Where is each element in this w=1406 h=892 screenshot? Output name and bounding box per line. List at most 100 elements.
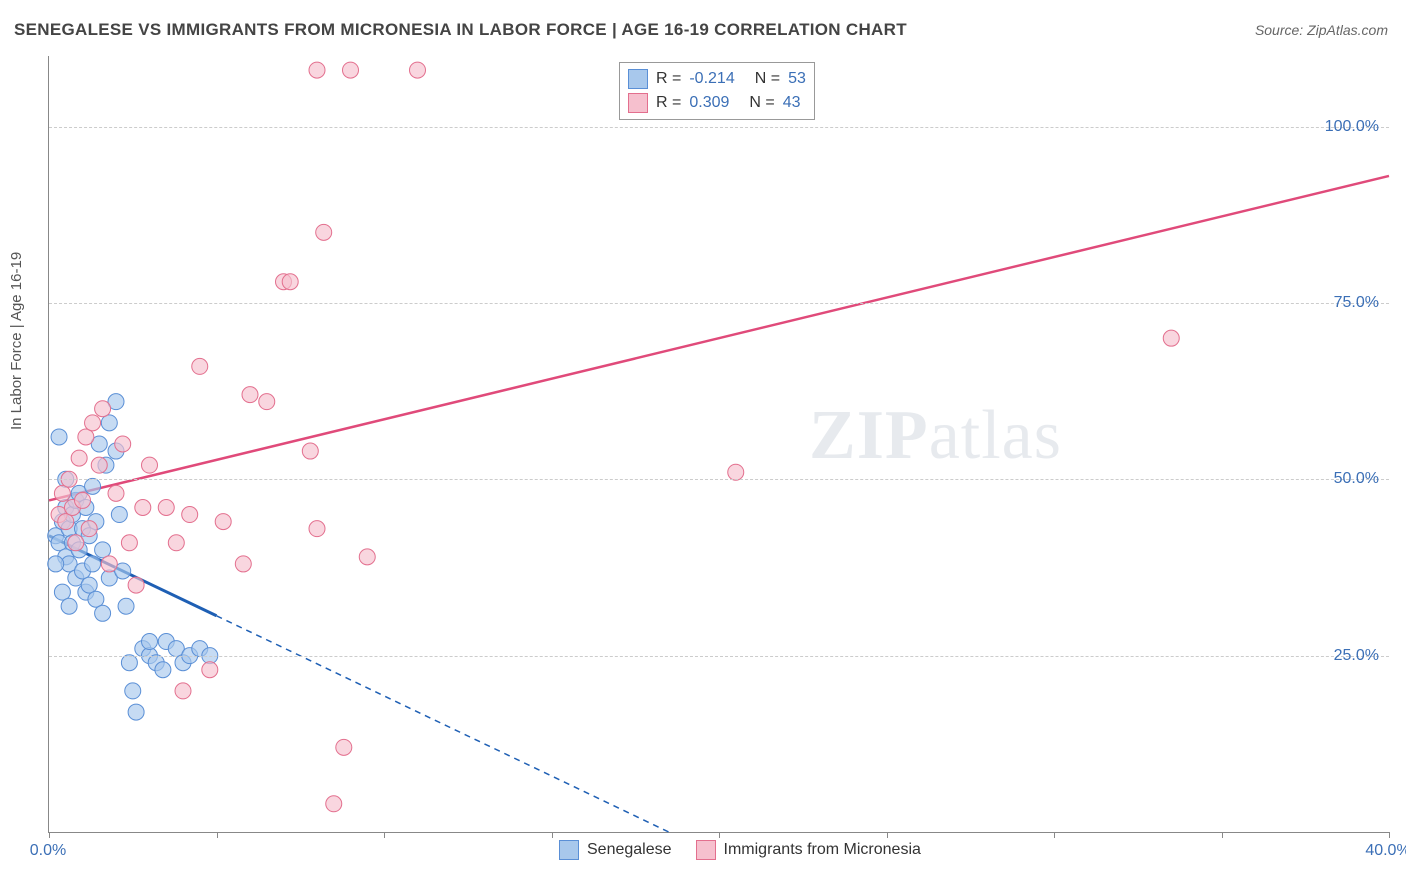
- y-tick-label: 75.0%: [1334, 294, 1379, 312]
- data-point: [85, 556, 101, 572]
- correlation-stats-box: R = -0.214 N = 53 R = 0.309 N = 43: [619, 62, 815, 120]
- legend-item: Immigrants from Micronesia: [696, 840, 921, 860]
- data-point: [155, 662, 171, 678]
- data-point: [1163, 330, 1179, 346]
- x-tick-label: 40.0%: [1365, 842, 1406, 860]
- data-point: [135, 499, 151, 515]
- stat-r-value: 0.309: [689, 91, 729, 115]
- legend-swatch: [696, 840, 716, 860]
- series-swatch: [628, 69, 648, 89]
- legend-label: Immigrants from Micronesia: [724, 841, 921, 859]
- gridline-horizontal: [49, 479, 1389, 480]
- legend: Senegalese Immigrants from Micronesia: [559, 840, 921, 860]
- stat-r-label: R =: [656, 91, 681, 115]
- data-point: [125, 683, 141, 699]
- stat-r-value: -0.214: [689, 67, 734, 91]
- x-tick: [552, 832, 553, 838]
- stat-n-label: N =: [755, 67, 780, 91]
- data-point: [61, 598, 77, 614]
- data-point: [51, 429, 67, 445]
- data-point: [128, 577, 144, 593]
- data-point: [336, 739, 352, 755]
- data-point: [259, 394, 275, 410]
- data-point: [81, 521, 97, 537]
- x-tick: [719, 832, 720, 838]
- data-point: [235, 556, 251, 572]
- data-point: [182, 507, 198, 523]
- series-swatch: [628, 93, 648, 113]
- y-tick-label: 25.0%: [1334, 647, 1379, 665]
- stat-r-label: R =: [656, 67, 681, 91]
- data-point: [81, 577, 97, 593]
- source-attribution: Source: ZipAtlas.com: [1255, 22, 1388, 38]
- data-point: [101, 415, 117, 431]
- gridline-horizontal: [49, 127, 1389, 128]
- data-point: [111, 507, 127, 523]
- legend-item: Senegalese: [559, 840, 672, 860]
- gridline-horizontal: [49, 303, 1389, 304]
- legend-label: Senegalese: [587, 841, 672, 859]
- data-point: [142, 457, 158, 473]
- data-point: [95, 542, 111, 558]
- data-point: [121, 655, 137, 671]
- data-point: [118, 598, 134, 614]
- stats-row: R = 0.309 N = 43: [628, 91, 806, 115]
- data-point: [158, 499, 174, 515]
- x-tick-label: 0.0%: [30, 842, 66, 860]
- data-point: [95, 401, 111, 417]
- stat-n-value: 43: [783, 91, 801, 115]
- data-point: [343, 62, 359, 78]
- plot-area: ZIPatlas R = -0.214N = 53R = 0.309N = 43…: [48, 56, 1389, 833]
- data-point: [121, 535, 137, 551]
- data-point: [410, 62, 426, 78]
- data-point: [202, 662, 218, 678]
- data-point: [85, 415, 101, 431]
- data-point: [115, 436, 131, 452]
- x-tick: [217, 832, 218, 838]
- data-point: [302, 443, 318, 459]
- data-point: [728, 464, 744, 480]
- x-tick: [1222, 832, 1223, 838]
- data-point: [142, 634, 158, 650]
- y-tick-label: 100.0%: [1325, 118, 1379, 136]
- data-point: [359, 549, 375, 565]
- data-point: [192, 358, 208, 374]
- data-point: [54, 485, 70, 501]
- legend-swatch: [559, 840, 579, 860]
- stat-n-label: N =: [749, 91, 774, 115]
- gridline-horizontal: [49, 656, 1389, 657]
- chart-title: SENEGALESE VS IMMIGRANTS FROM MICRONESIA…: [14, 20, 907, 40]
- data-point: [175, 683, 191, 699]
- x-tick: [49, 832, 50, 838]
- x-tick: [384, 832, 385, 838]
- data-point: [108, 485, 124, 501]
- data-point: [58, 514, 74, 530]
- data-point: [242, 387, 258, 403]
- y-axis-label: In Labor Force | Age 16-19: [8, 252, 25, 430]
- data-point: [326, 796, 342, 812]
- data-point: [309, 521, 325, 537]
- x-tick: [1054, 832, 1055, 838]
- stats-row: R = -0.214 N = 53: [628, 67, 806, 91]
- data-point: [282, 274, 298, 290]
- data-point: [71, 450, 87, 466]
- data-point: [168, 535, 184, 551]
- y-tick-label: 50.0%: [1334, 470, 1379, 488]
- data-point: [78, 429, 94, 445]
- x-tick: [1389, 832, 1390, 838]
- data-point: [54, 584, 70, 600]
- data-point: [316, 224, 332, 240]
- data-point: [91, 457, 107, 473]
- trend-line-dashed: [217, 616, 669, 832]
- data-point: [128, 704, 144, 720]
- data-point: [215, 514, 231, 530]
- stat-n-value: 53: [788, 67, 806, 91]
- trend-line-immigants-from-micronesia: [49, 176, 1389, 501]
- data-point: [95, 605, 111, 621]
- x-tick: [887, 832, 888, 838]
- data-point: [88, 591, 104, 607]
- data-point: [68, 535, 84, 551]
- data-point: [101, 556, 117, 572]
- scatter-chart: [49, 56, 1389, 832]
- data-point: [309, 62, 325, 78]
